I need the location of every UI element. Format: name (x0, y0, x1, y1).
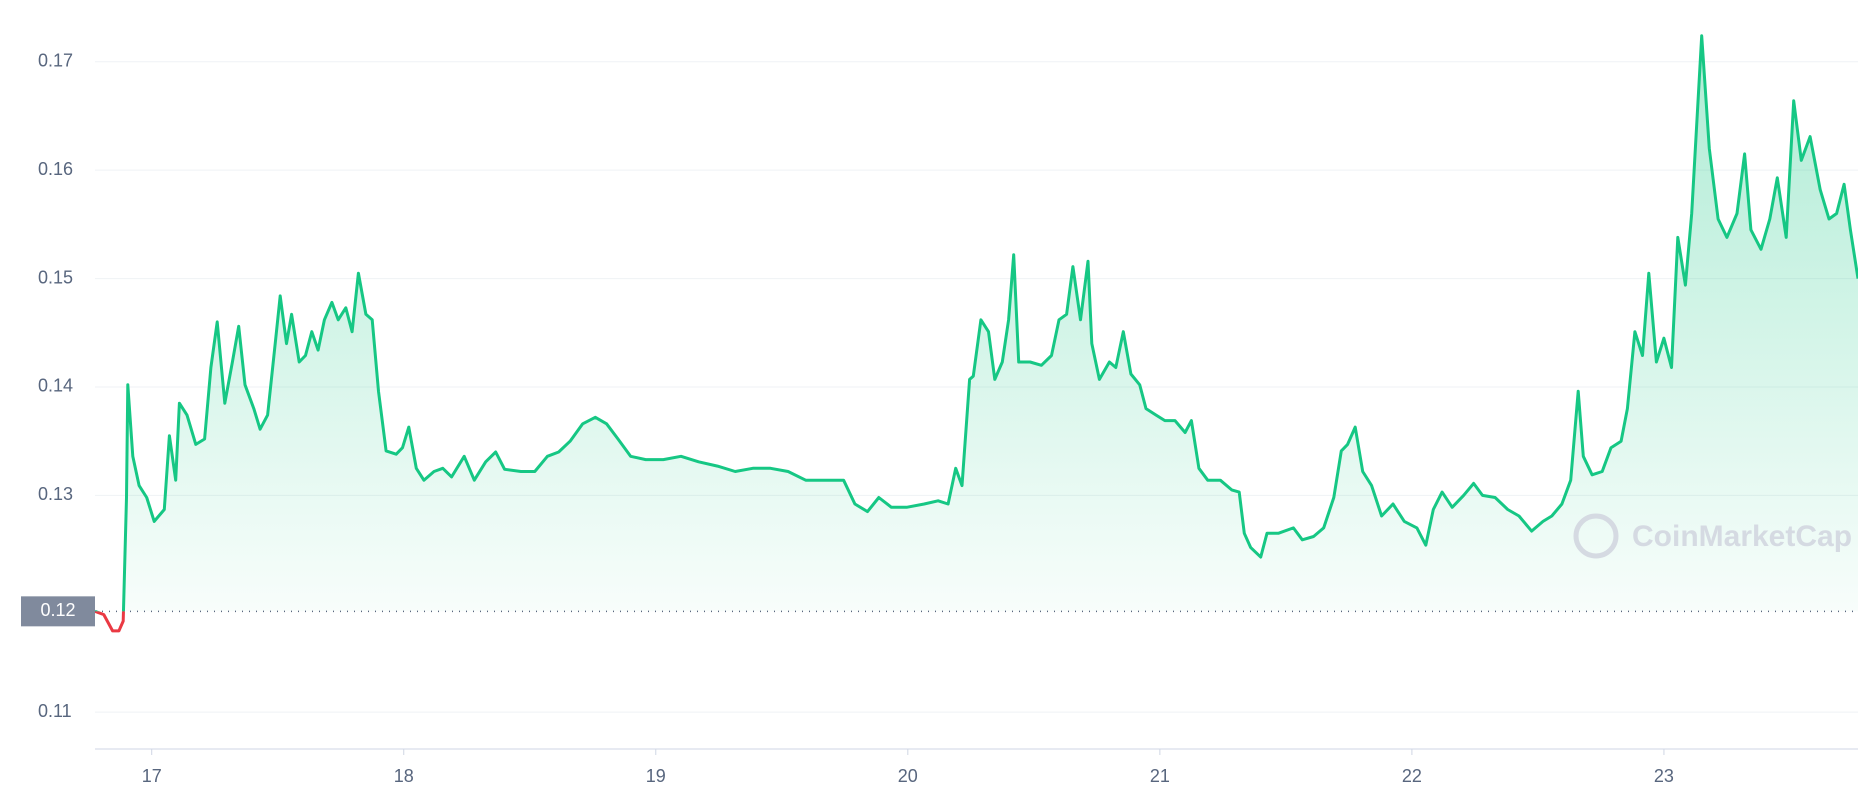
watermark: CoinMarketCap (1573, 513, 1852, 559)
y-tick-label: 0.13 (38, 484, 73, 504)
reference-label: 0.12 (40, 600, 75, 620)
y-tick-label: 0.17 (38, 51, 73, 71)
area (95, 35, 1858, 612)
x-tick-label: 21 (1150, 766, 1170, 786)
y-tick-label: 0.11 (38, 701, 72, 721)
y-tick-label: 0.16 (38, 159, 73, 179)
x-tick-label: 18 (394, 766, 414, 786)
y-tick-label: 0.14 (38, 376, 73, 396)
y-tick-label: 0.15 (38, 267, 73, 287)
x-tick-label: 17 (142, 766, 162, 786)
price-line-up (94, 34, 1858, 612)
x-tick-label: 19 (646, 766, 666, 786)
reference-label-box (21, 596, 95, 627)
x-tick-label: 23 (1654, 766, 1674, 786)
x-tick-label: 22 (1402, 766, 1422, 786)
watermark-text: CoinMarketCap (1632, 520, 1852, 553)
x-tick-label: 20 (898, 766, 918, 786)
